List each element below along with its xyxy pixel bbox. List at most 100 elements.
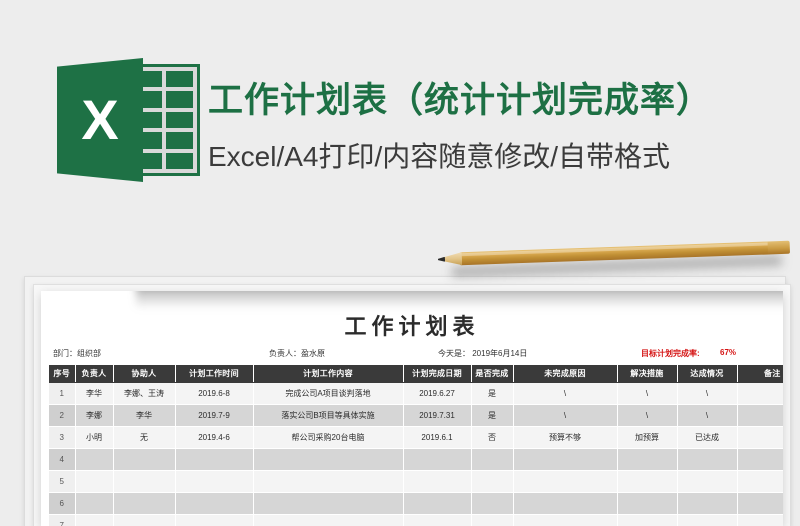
cell-achievement[interactable]: [677, 492, 738, 515]
cell-helper[interactable]: 李华: [113, 404, 176, 427]
cell-remark[interactable]: [737, 492, 783, 515]
cell-reason[interactable]: [513, 514, 618, 526]
cell-owner[interactable]: 小明: [75, 426, 114, 449]
cell-solution[interactable]: [617, 448, 678, 471]
cell-plan_time[interactable]: 2019.6-8: [175, 382, 254, 405]
table-row[interactable]: 7: [49, 514, 783, 526]
cell-helper[interactable]: 无: [113, 426, 176, 449]
cell-solution[interactable]: \: [617, 404, 678, 427]
cell-reason[interactable]: [513, 470, 618, 493]
cell-reason[interactable]: [513, 492, 618, 515]
cell-owner[interactable]: [75, 514, 114, 526]
cell-helper[interactable]: [113, 514, 176, 526]
cell-completed[interactable]: [471, 448, 514, 471]
cell-solution[interactable]: [617, 514, 678, 526]
cell-seq[interactable]: 2: [49, 404, 76, 427]
cell-plan_time[interactable]: [175, 470, 254, 493]
cell-achievement[interactable]: [677, 470, 738, 493]
cell-achievement[interactable]: [677, 448, 738, 471]
cell-plan_content[interactable]: 完成公司A项目谈判落地: [253, 382, 404, 405]
table-row[interactable]: 4: [49, 448, 783, 471]
cell-plan_time[interactable]: 2019.4-6: [175, 426, 254, 449]
cell-completed[interactable]: [471, 492, 514, 515]
cell-due_date[interactable]: 2019.6.27: [403, 382, 472, 405]
table-row[interactable]: 5: [49, 470, 783, 493]
cell-reason[interactable]: \: [513, 382, 618, 405]
table-row[interactable]: 6: [49, 492, 783, 515]
cell-seq[interactable]: 3: [49, 426, 76, 449]
cell-remark[interactable]: [737, 382, 783, 405]
cell-achievement[interactable]: [677, 514, 738, 526]
cell-reason[interactable]: 预算不够: [513, 426, 618, 449]
cell-helper[interactable]: [113, 448, 176, 471]
excel-grid-icon: [115, 64, 200, 176]
cell-remark[interactable]: [737, 426, 783, 449]
cell-solution[interactable]: 加预算: [617, 426, 678, 449]
cell-completed[interactable]: [471, 514, 514, 526]
cell-seq[interactable]: 7: [49, 514, 76, 526]
cell-plan_time[interactable]: 2019.7-9: [175, 404, 254, 427]
cell-plan_content[interactable]: [253, 492, 404, 515]
wooden-pencil: [438, 240, 794, 289]
cell-seq[interactable]: 5: [49, 470, 76, 493]
cell-plan_content[interactable]: 帮公司采购20台电脑: [253, 426, 404, 449]
cell-seq[interactable]: 1: [49, 382, 76, 405]
column-header-2: 协助人: [113, 365, 176, 383]
cell-plan_time[interactable]: [175, 492, 254, 515]
cell-reason[interactable]: [513, 448, 618, 471]
cell-owner[interactable]: [75, 448, 114, 471]
cell-plan_content[interactable]: [253, 470, 404, 493]
cell-remark[interactable]: [737, 404, 783, 427]
cell-seq[interactable]: 6: [49, 492, 76, 515]
meta-completion-value: 67%: [720, 348, 737, 357]
cell-due_date[interactable]: [403, 492, 472, 515]
cell-due_date[interactable]: [403, 448, 472, 471]
printed-worksheet: 工作计划表 部门：组织部 负责人：盈水原 今天是： 2019年6月14日 目标计…: [41, 291, 783, 526]
cell-due_date[interactable]: [403, 514, 472, 526]
cell-seq[interactable]: 4: [49, 448, 76, 471]
cell-reason[interactable]: \: [513, 404, 618, 427]
cell-remark[interactable]: [737, 514, 783, 526]
cell-completed[interactable]: [471, 470, 514, 493]
cell-helper[interactable]: [113, 470, 176, 493]
cell-achievement[interactable]: \: [677, 404, 738, 427]
column-header-8: 解决措施: [617, 365, 678, 383]
pencil-shadow-on-paper: [136, 291, 783, 309]
cell-remark[interactable]: [737, 448, 783, 471]
column-header-5: 计划完成日期: [403, 365, 472, 383]
table-row[interactable]: 3 小明无 2019.4-6 帮公司采购20台电脑 2019.6.1 否预算不够 加预算 已达…: [49, 426, 783, 449]
cell-plan_content[interactable]: 落实公司B项目等具体实施: [253, 404, 404, 427]
cell-plan_content[interactable]: [253, 448, 404, 471]
cell-owner[interactable]: [75, 492, 114, 515]
cell-completed[interactable]: 是: [471, 382, 514, 405]
cell-plan_content[interactable]: [253, 514, 404, 526]
pencil-graphite-tip: [438, 257, 445, 262]
cell-completed[interactable]: 是: [471, 404, 514, 427]
column-header-9: 达成情况: [677, 365, 738, 383]
cell-plan_time[interactable]: [175, 514, 254, 526]
cell-due_date[interactable]: 2019.6.1: [403, 426, 472, 449]
cell-plan_time[interactable]: [175, 448, 254, 471]
cell-solution[interactable]: [617, 492, 678, 515]
cell-owner[interactable]: 李娜: [75, 404, 114, 427]
meta-completion-label: 目标计划完成率:: [641, 349, 700, 358]
cell-helper[interactable]: 李娜、王涛: [113, 382, 176, 405]
cell-solution[interactable]: \: [617, 382, 678, 405]
cell-helper[interactable]: [113, 492, 176, 515]
cell-completed[interactable]: 否: [471, 426, 514, 449]
cell-achievement[interactable]: 已达成: [677, 426, 738, 449]
cell-due_date[interactable]: 2019.7.31: [403, 404, 472, 427]
cell-due_date[interactable]: [403, 470, 472, 493]
excel-card-shape: [57, 58, 143, 182]
column-header-6: 是否完成: [471, 365, 514, 383]
cell-owner[interactable]: [75, 470, 114, 493]
table-row[interactable]: 2 李娜 李华 2019.7-9 落实公司B项目等具体实施 2019.7.31 是 \ \ \: [49, 404, 783, 427]
cell-owner[interactable]: 李华: [75, 382, 114, 405]
cell-solution[interactable]: [617, 470, 678, 493]
cell-achievement[interactable]: \: [677, 382, 738, 405]
column-header-3: 计划工作时间: [175, 365, 254, 383]
table-row[interactable]: 1 李华 李娜、王涛 2019.6-8 完成公司A项目谈判落地 2019.6.27 是 \ \ \: [49, 382, 783, 405]
promo-banner: X 工作计划表（统计计划完成率） Excel/A4打印/内容随意修改/自带格式: [0, 0, 800, 255]
table-header-row: 序号 负责人 协助人 计划工作时间 计划工作内容 计划完成日期 是否完成 未完成原因 解决措施达…: [49, 365, 783, 383]
cell-remark[interactable]: [737, 470, 783, 493]
